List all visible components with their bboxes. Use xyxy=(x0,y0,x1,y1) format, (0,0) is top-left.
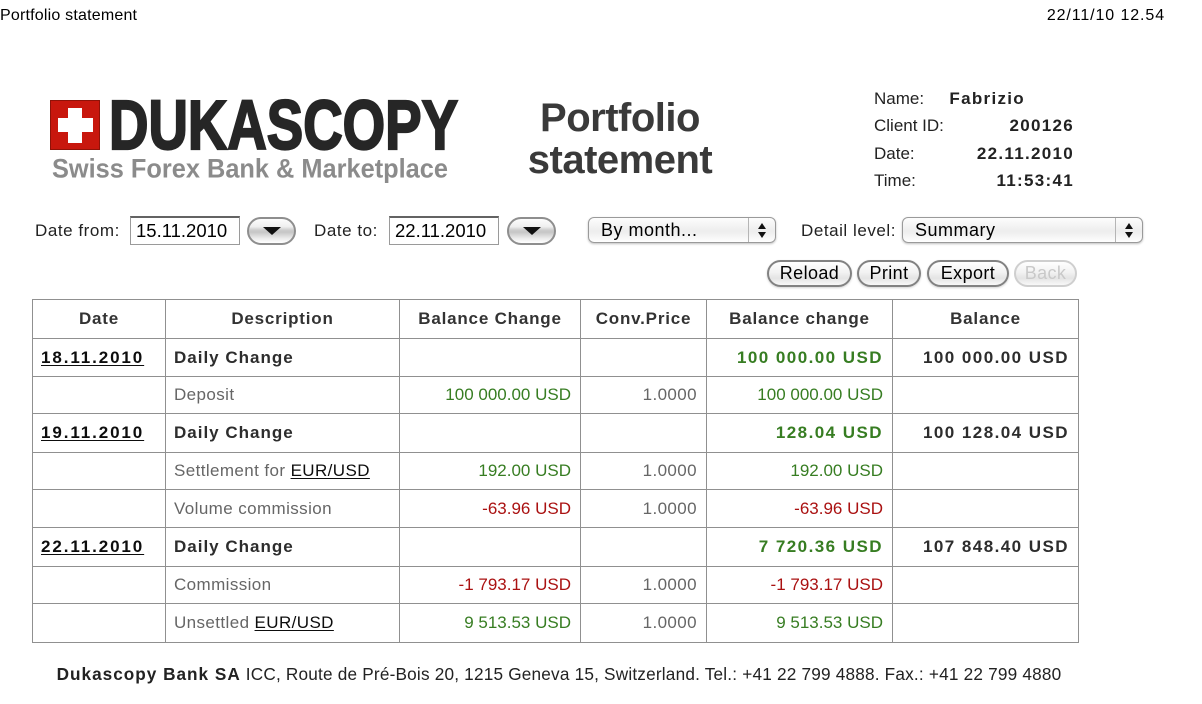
svg-text:Swiss Forex Bank & Marketplace: Swiss Forex Bank & Marketplace xyxy=(52,155,448,184)
svg-text:DUKASCOPY: DUKASCOPY xyxy=(109,96,458,154)
